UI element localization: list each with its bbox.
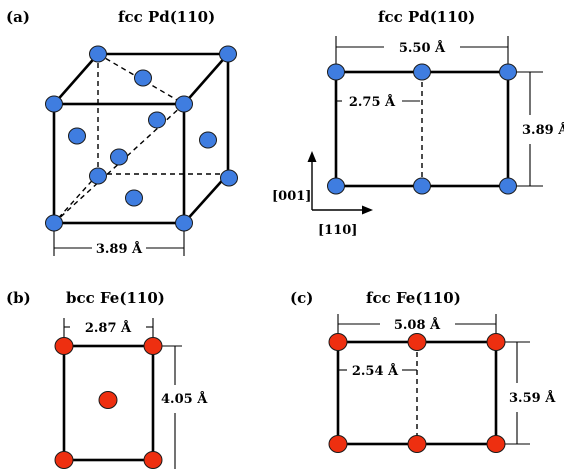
panel-a-label: (a)	[6, 8, 30, 26]
fe-atom	[486, 435, 506, 453]
cube-edge	[53, 53, 99, 105]
cube-title: fcc Pd(110)	[118, 8, 215, 26]
panel-b-width: 2.87 Å	[85, 320, 132, 336]
fe-atom	[143, 337, 163, 355]
panel-c: (c) fcc Fe(110) 5.08 Å 2.54 Å 3.59 Å	[290, 289, 556, 453]
fe-atom	[54, 337, 74, 355]
panel-c-title: fcc Fe(110)	[366, 289, 461, 307]
pd-atom	[219, 45, 237, 63]
fe-atom	[328, 333, 348, 351]
pd-atom	[220, 169, 238, 187]
pd-atom	[89, 45, 107, 63]
cube-edge	[183, 173, 229, 224]
face-height: 3.89 Å	[522, 122, 564, 138]
face-width: 5.50 Å	[399, 40, 446, 56]
panel-c-half-width: 2.54 Å	[352, 363, 399, 379]
panel-c-width: 5.08 Å	[394, 317, 441, 333]
pd-atom	[413, 177, 431, 195]
panel-c-label: (c)	[290, 289, 313, 307]
pd-atom	[413, 63, 431, 81]
pd-atom	[110, 148, 128, 166]
cube-edge	[183, 53, 229, 105]
fe-atom	[328, 435, 348, 453]
face-half-width: 2.75 Å	[349, 94, 396, 110]
cube-front-face	[52, 102, 186, 225]
panel-a-face: fcc Pd(110) 5.50 Å 2.75 Å 3.89 Å	[272, 8, 564, 238]
face-title: fcc Pd(110)	[378, 8, 475, 26]
pd-atom	[89, 167, 107, 185]
pd-atom	[499, 63, 517, 81]
panel-a-cube: (a) fcc Pd(110)	[6, 8, 238, 257]
panel-b: (b) bcc Fe(110) 2.87 Å 4.05 Å	[6, 289, 208, 469]
cube-edge-length: 3.89 Å	[96, 241, 143, 257]
fe-atom	[407, 435, 427, 453]
fe-atom	[486, 333, 506, 351]
pd-atom	[125, 189, 143, 207]
cube-hidden-edge	[53, 173, 99, 224]
axis-horizontal-arrowhead	[362, 205, 373, 215]
pd-atom	[45, 214, 63, 232]
panel-b-height: 4.05 Å	[161, 391, 208, 407]
fe-atom	[54, 451, 74, 469]
axis-vertical-arrowhead	[307, 151, 317, 162]
panel-b-rectangle	[62, 344, 155, 462]
pd-atom	[68, 127, 86, 145]
fe-atom	[407, 333, 427, 351]
pd-atom	[45, 95, 63, 113]
panel-b-title: bcc Fe(110)	[66, 289, 165, 307]
pd-atom	[175, 214, 193, 232]
pd-atom	[175, 95, 193, 113]
pd-atom	[499, 177, 517, 195]
pd-atom	[199, 131, 217, 149]
panel-c-height: 3.59 Å	[509, 390, 556, 406]
pd-atom	[134, 69, 152, 87]
panel-b-label: (b)	[6, 289, 31, 307]
axis-horizontal-label: [110]	[318, 223, 357, 238]
pd-atom	[327, 63, 345, 81]
pd-atom	[148, 111, 166, 129]
pd-atom	[327, 177, 345, 195]
fe-atom	[98, 391, 118, 409]
fe-atom	[143, 451, 163, 469]
axis-vertical-label: [001]	[272, 189, 311, 204]
